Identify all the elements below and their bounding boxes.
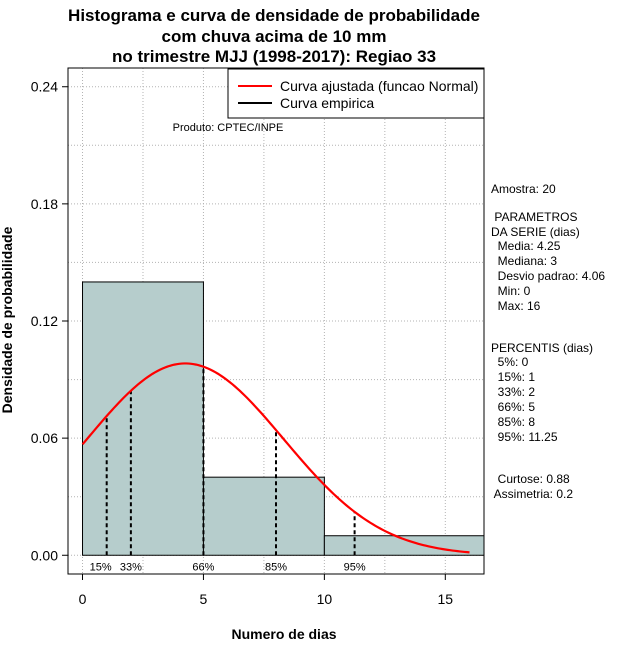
legend-normal-label: Curva ajustada (funcao Normal) bbox=[280, 78, 478, 94]
y-tick-label-4: 0.24 bbox=[31, 79, 58, 95]
histogram-bar-1 bbox=[202, 476, 325, 556]
x-tick-label-3: 15 bbox=[438, 591, 454, 607]
y-tick-label-3: 0.18 bbox=[31, 196, 58, 212]
histogram-bars bbox=[82, 281, 485, 556]
chart-title-line-3: no trimestre MJJ (1998-2017): Regiao 33 bbox=[112, 47, 436, 66]
stats-kurtosis-skewness: Curtose: 0.88 Assimetria: 0.2 bbox=[493, 472, 574, 501]
x-axis-title: Numero de dias bbox=[231, 626, 336, 642]
legend: Curva ajustada (funcao Normal) Curva emp… bbox=[227, 68, 485, 119]
axes: 0.00 0.06 0.12 0.18 0.24 0 5 10 15 bbox=[31, 67, 485, 607]
normal-curve-line bbox=[81, 362, 470, 554]
percentile-label-3: 85% bbox=[265, 561, 287, 573]
percentile-label-0: 15% bbox=[90, 561, 112, 573]
y-tick-label-0: 0.00 bbox=[31, 547, 58, 563]
y-tick-label-2: 0.12 bbox=[31, 313, 58, 329]
y-tick-label-1: 0.06 bbox=[31, 430, 58, 446]
stats-sample-size: Amostra: 20 bbox=[491, 182, 556, 196]
x-tick-label-1: 5 bbox=[200, 591, 208, 607]
chart-title-line-2: com chuva acima de 10 mm bbox=[162, 27, 387, 46]
x-tick-label-2: 10 bbox=[317, 591, 333, 607]
y-axis-title: Densidade de probabilidade bbox=[0, 226, 15, 413]
stats-parameters: Media: 4.25 Mediana: 3 Desvio padrao: 4.… bbox=[497, 239, 606, 313]
stats-percentiles: 5%: 0 15%: 1 33%: 2 66%: 5 85%: 8 95%: 1… bbox=[497, 355, 558, 444]
percentile-label-4: 95% bbox=[344, 561, 366, 573]
percentile-label-1: 33% bbox=[120, 561, 142, 573]
normal-curve bbox=[81, 362, 470, 554]
chart-title-line-1: Histograma e curva de densidade de proba… bbox=[68, 6, 480, 25]
legend-box bbox=[227, 68, 485, 119]
percentile-label-2: 66% bbox=[192, 561, 214, 573]
product-annotation: Produto: CPTEC/INPE bbox=[173, 122, 284, 134]
stats-parameters-title: PARAMETROS DA SERIE (dias) bbox=[491, 210, 580, 239]
percentile-lines: 15% 33% 66% 85% 95% bbox=[90, 366, 366, 573]
stats-percentiles-title: PERCENTIS (dias) bbox=[491, 341, 594, 355]
legend-empirical-label: Curva empirica bbox=[280, 95, 374, 111]
x-tick-label-0: 0 bbox=[79, 591, 87, 607]
histogram-bar-0 bbox=[82, 281, 204, 556]
